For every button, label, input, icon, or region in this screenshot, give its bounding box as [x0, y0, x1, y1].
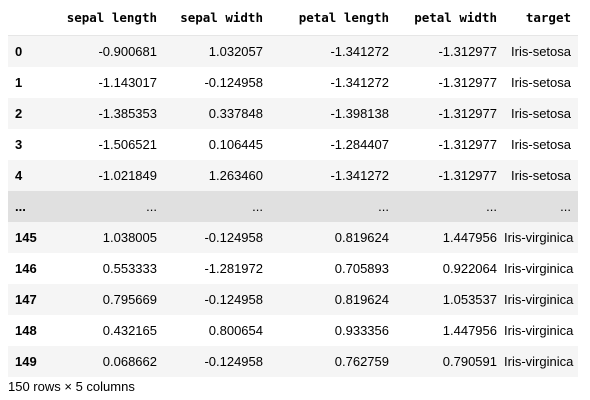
row-index: 149 — [15, 354, 37, 369]
table-cell: -1.284407 — [330, 137, 389, 152]
table-cell: 1.032057 — [208, 44, 263, 59]
table-row: 1 -1.143017 -0.124958 -1.341272 -1.312977 Iri… — [8, 67, 578, 98]
table-cell: Iris-virginica — [504, 354, 574, 369]
table-cell: Iris-setosa — [511, 137, 571, 152]
table-cell: 0.553333 — [102, 261, 157, 276]
table-cell: -0.124958 — [204, 230, 263, 245]
table-cell: ... — [378, 199, 389, 214]
table-row: 4 -1.021849 1.263460 -1.341272 -1.312977 Iris… — [8, 160, 578, 191]
row-index: 3 — [15, 137, 23, 152]
table-row: 147 0.795669 -0.124958 0.819624 1.053537 Iris… — [8, 284, 578, 315]
table-cell: 0.800654 — [208, 323, 263, 338]
table-cell: 0.762759 — [334, 354, 389, 369]
table-cell: 1.263460 — [208, 168, 263, 183]
table-row: 145 1.038005 -0.124958 0.819624 1.447956 Iris… — [8, 222, 578, 253]
table-cell: Iris-setosa — [511, 75, 571, 90]
table-row: 146 0.553333 -1.281972 0.705893 0.922064 Iris… — [8, 253, 578, 284]
table-cell: 0.819624 — [334, 230, 389, 245]
table-cell: Iris-virginica — [504, 230, 574, 245]
table-row: 0 -0.900681 1.032057 -1.341272 -1.312977 Iris… — [8, 35, 578, 67]
table-cell: -1.021849 — [98, 168, 157, 183]
table-row: 149 0.068662 -0.124958 0.762759 0.790591 Iris… — [8, 346, 578, 377]
column-header-sepal-length: sepal length — [42, 0, 164, 36]
table-cell: -1.281972 — [204, 261, 263, 276]
table-cell: -1.312977 — [438, 75, 497, 90]
row-index: 148 — [15, 323, 37, 338]
row-index: 0 — [15, 44, 23, 59]
table-cell: 0.933356 — [334, 323, 389, 338]
header-row: sepal length sepal width petal length pe… — [8, 0, 578, 36]
table-cell: Iris-virginica — [504, 323, 574, 338]
column-header-sepal-width: sepal width — [164, 0, 270, 36]
table-cell: -1.312977 — [438, 137, 497, 152]
table-body: 0 -0.900681 1.032057 -1.341272 -1.312977 Iris… — [8, 35, 578, 377]
row-index: 4 — [15, 168, 23, 183]
table-cell: -0.124958 — [204, 354, 263, 369]
table-cell: 1.053537 — [442, 292, 497, 307]
table-cell: 1.447956 — [442, 323, 497, 338]
table-cell: 0.819624 — [334, 292, 389, 307]
table-cell: 0.922064 — [442, 261, 497, 276]
table-cell: -1.312977 — [438, 168, 497, 183]
table-cell: Iris-setosa — [511, 44, 571, 59]
table-cell: -1.312977 — [438, 44, 497, 59]
table-cell: Iris-setosa — [511, 106, 571, 121]
table-header: sepal length sepal width petal length pe… — [8, 0, 578, 36]
table-cell: ... — [486, 199, 497, 214]
column-header-petal-width: petal width — [396, 0, 504, 36]
table-cell: 0.705893 — [334, 261, 389, 276]
table-cell: 0.795669 — [102, 292, 157, 307]
table-cell: ... — [560, 199, 571, 214]
column-header-petal-length: petal length — [270, 0, 396, 36]
table-cell: -1.143017 — [98, 75, 157, 90]
table-cell: Iris-setosa — [511, 168, 571, 183]
table-cell: 0.337848 — [208, 106, 263, 121]
table-cell: -1.341272 — [330, 75, 389, 90]
table-cell: -1.385353 — [98, 106, 157, 121]
row-index: ... — [15, 199, 26, 214]
table-row: 148 0.432165 0.800654 0.933356 1.447956 Iris-… — [8, 315, 578, 346]
row-index: 2 — [15, 106, 23, 121]
row-index: 1 — [15, 75, 23, 90]
table-cell: -1.506521 — [98, 137, 157, 152]
shape-caption: 150 rows × 5 columns — [8, 379, 135, 394]
table-row: 3 -1.506521 0.106445 -1.284407 -1.312977 Iris… — [8, 129, 578, 160]
table-cell: Iris-virginica — [504, 261, 574, 276]
table-row: 2 -1.385353 0.337848 -1.398138 -1.312977 Iris… — [8, 98, 578, 129]
table-cell: 0.106445 — [208, 137, 263, 152]
column-header-target: target — [504, 0, 578, 36]
table-cell: -0.900681 — [98, 44, 157, 59]
dataframe-table: sepal length sepal width petal length pe… — [8, 0, 578, 377]
table-cell: 0.432165 — [102, 323, 157, 338]
table-cell: -0.124958 — [204, 292, 263, 307]
table-row: .................. — [8, 191, 578, 222]
table-cell: -1.312977 — [438, 106, 497, 121]
table-cell: -0.124958 — [204, 75, 263, 90]
row-index: 145 — [15, 230, 37, 245]
row-index: 147 — [15, 292, 37, 307]
table-cell: Iris-virginica — [504, 292, 574, 307]
row-index: 146 — [15, 261, 37, 276]
dataframe-output: sepal length sepal width petal length pe… — [8, 0, 578, 377]
table-cell: ... — [146, 199, 157, 214]
table-cell: -1.341272 — [330, 44, 389, 59]
table-cell: 0.790591 — [442, 354, 497, 369]
table-cell: 0.068662 — [102, 354, 157, 369]
table-cell: ... — [252, 199, 263, 214]
index-header — [8, 0, 42, 36]
table-cell: -1.341272 — [330, 168, 389, 183]
table-cell: 1.038005 — [102, 230, 157, 245]
table-cell: 1.447956 — [442, 230, 497, 245]
table-cell: -1.398138 — [330, 106, 389, 121]
